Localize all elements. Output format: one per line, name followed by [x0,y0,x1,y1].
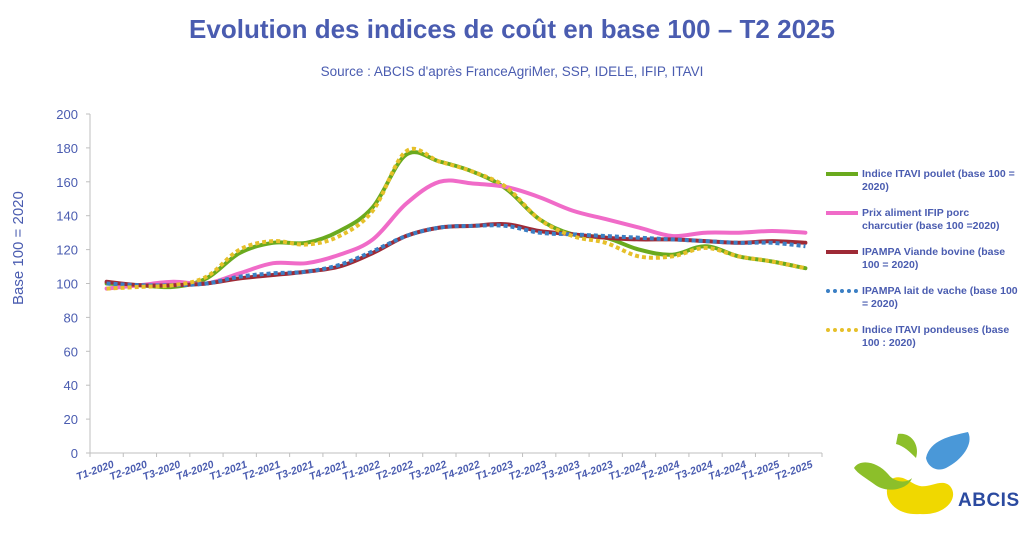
chart-subtitle: Source : ABCIS d'après FranceAgriMer, SS… [320,64,704,79]
legend-item: Indice ITAVI pondeuses (base 100 : 2020) [826,324,1024,363]
y-tick-label: 80 [64,310,78,325]
x-tick-label: T2-2025 [774,458,815,483]
legend-label: Prix aliment IFIP porc charcutier (base … [862,207,1000,232]
y-tick-label: 160 [56,175,78,190]
chart-title: Evolution des indices de coût en base 10… [189,14,835,44]
series-line-pondeuses [106,146,806,291]
legend: Indice ITAVI poulet (base 100 = 2020) Pri… [826,168,1024,363]
legend-label: IPAMPA lait de vache (base 100 = 2020) [862,285,1018,310]
legend-label: Indice ITAVI poulet (base 100 = 2020) [862,168,1015,193]
legend-item: IPAMPA Viande bovine (base 100 = 2020) [826,246,1024,285]
legend-label: IPAMPA Viande bovine (base 100 = 2020) [862,246,1006,271]
abcis-logo [854,432,970,515]
series-line-poulet [104,150,808,290]
legend-item: IPAMPA lait de vache (base 100 = 2020) [826,285,1024,324]
series-line-lait-vache [106,223,806,288]
y-tick-label: 100 [56,277,78,292]
y-tick-label: 120 [56,243,78,258]
legend-swatch [826,328,858,332]
y-tick-label: 20 [64,412,78,427]
legend-item: Prix aliment IFIP porc charcutier (base … [826,207,1024,246]
legend-item: Indice ITAVI poulet (base 100 = 2020) [826,168,1024,207]
y-tick-label: 180 [56,141,78,156]
legend-swatch [826,172,858,176]
legend-swatch [826,250,858,254]
y-tick-label: 40 [64,378,78,393]
y-tick-label: 0 [71,446,78,461]
y-tick-label: 200 [56,107,78,122]
logo-text: ABCIS [958,490,1020,511]
legend-label: Indice ITAVI pondeuses (base 100 : 2020) [862,324,1010,349]
legend-swatch [826,289,858,293]
y-tick-label: 140 [56,209,78,224]
y-tick-label: 60 [64,344,78,359]
legend-swatch [826,211,858,215]
